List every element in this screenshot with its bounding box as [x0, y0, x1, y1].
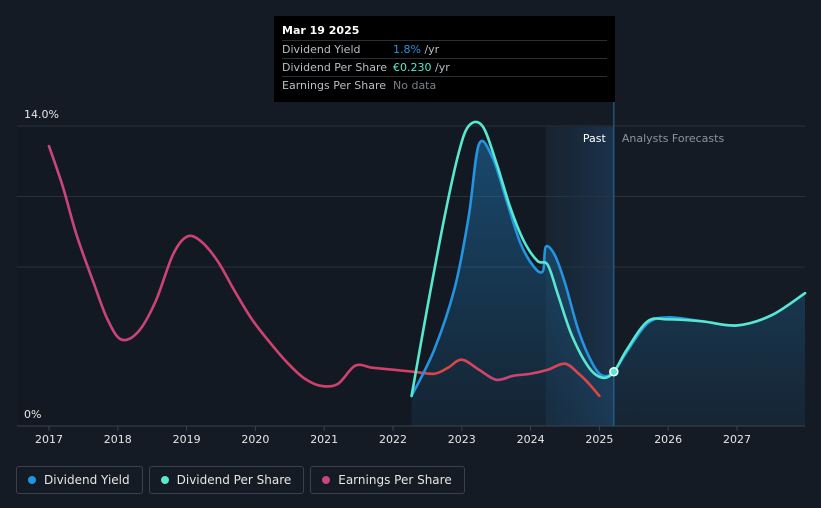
x-tick-label: 2021	[310, 433, 338, 446]
legend-dot	[322, 476, 331, 484]
tooltip-value: 1.8%	[393, 43, 421, 56]
legend-earnings-per-share[interactable]: Earnings Per Share	[310, 466, 465, 494]
legend-label: Dividend Per Share	[176, 473, 292, 487]
y-min-label: 0%	[24, 408, 41, 421]
series-lines	[47, 120, 807, 398]
x-tick-label: 2020	[241, 433, 269, 446]
x-tick-label: 2022	[379, 433, 407, 446]
y-max-label: 14.0%	[24, 108, 59, 121]
tooltip-value: €0.230	[393, 61, 432, 74]
past-label: Past	[583, 132, 607, 145]
x-tick-label: 2026	[654, 433, 682, 446]
x-tick-label: 2023	[448, 433, 476, 446]
x-tick-label: 2018	[104, 433, 132, 446]
tooltip-label: Dividend Yield	[282, 43, 361, 56]
legend: Dividend Yield Dividend Per Share Earnin…	[16, 466, 465, 494]
tooltip-suffix: /yr	[431, 61, 450, 74]
chart: Past Analysts Forecasts 14.0% 0% 2017 201…	[17, 102, 807, 446]
x-tick-label: 2017	[35, 433, 63, 446]
x-tick-label: 2027	[723, 433, 751, 446]
tooltip-label: Earnings Per Share	[282, 79, 387, 92]
tooltip-row-earnings-per-share: Earnings Per Share No data	[282, 76, 607, 94]
tooltip-date: Mar 19 2025	[282, 24, 360, 37]
legend-dividend-yield[interactable]: Dividend Yield	[16, 466, 143, 494]
x-tick-label: 2024	[517, 433, 545, 446]
series-line-earnings-per-share	[47, 144, 601, 398]
highlight-point[interactable]	[609, 366, 619, 377]
x-axis: 2017 2018 2019 2020 2021 2022 2023 2024 2025 2026…	[35, 426, 751, 446]
legend-dot	[28, 476, 36, 484]
legend-label: Earnings Per Share	[338, 473, 452, 487]
x-tick-label: 2019	[173, 433, 201, 446]
tooltip: Mar 19 2025 Dividend Yield 1.8% /yr Divi…	[274, 16, 615, 102]
legend-label: Dividend Yield	[44, 473, 130, 487]
legend-dot	[160, 476, 169, 484]
tooltip-row-dividend-yield: Dividend Yield 1.8% /yr	[282, 40, 607, 58]
series-line-dividend-per-share	[410, 120, 807, 398]
tooltip-value: No data	[393, 79, 437, 92]
forecast-label: Analysts Forecasts	[622, 132, 725, 145]
x-tick-label: 2025	[585, 433, 613, 446]
legend-dividend-per-share[interactable]: Dividend Per Share	[148, 466, 305, 494]
tooltip-row-dividend-per-share: Dividend Per Share €0.230 /yr	[282, 58, 607, 76]
series-line-dividend-yield	[410, 139, 807, 398]
tooltip-suffix: /yr	[420, 43, 440, 56]
tooltip-label: Dividend Per Share	[282, 61, 388, 74]
